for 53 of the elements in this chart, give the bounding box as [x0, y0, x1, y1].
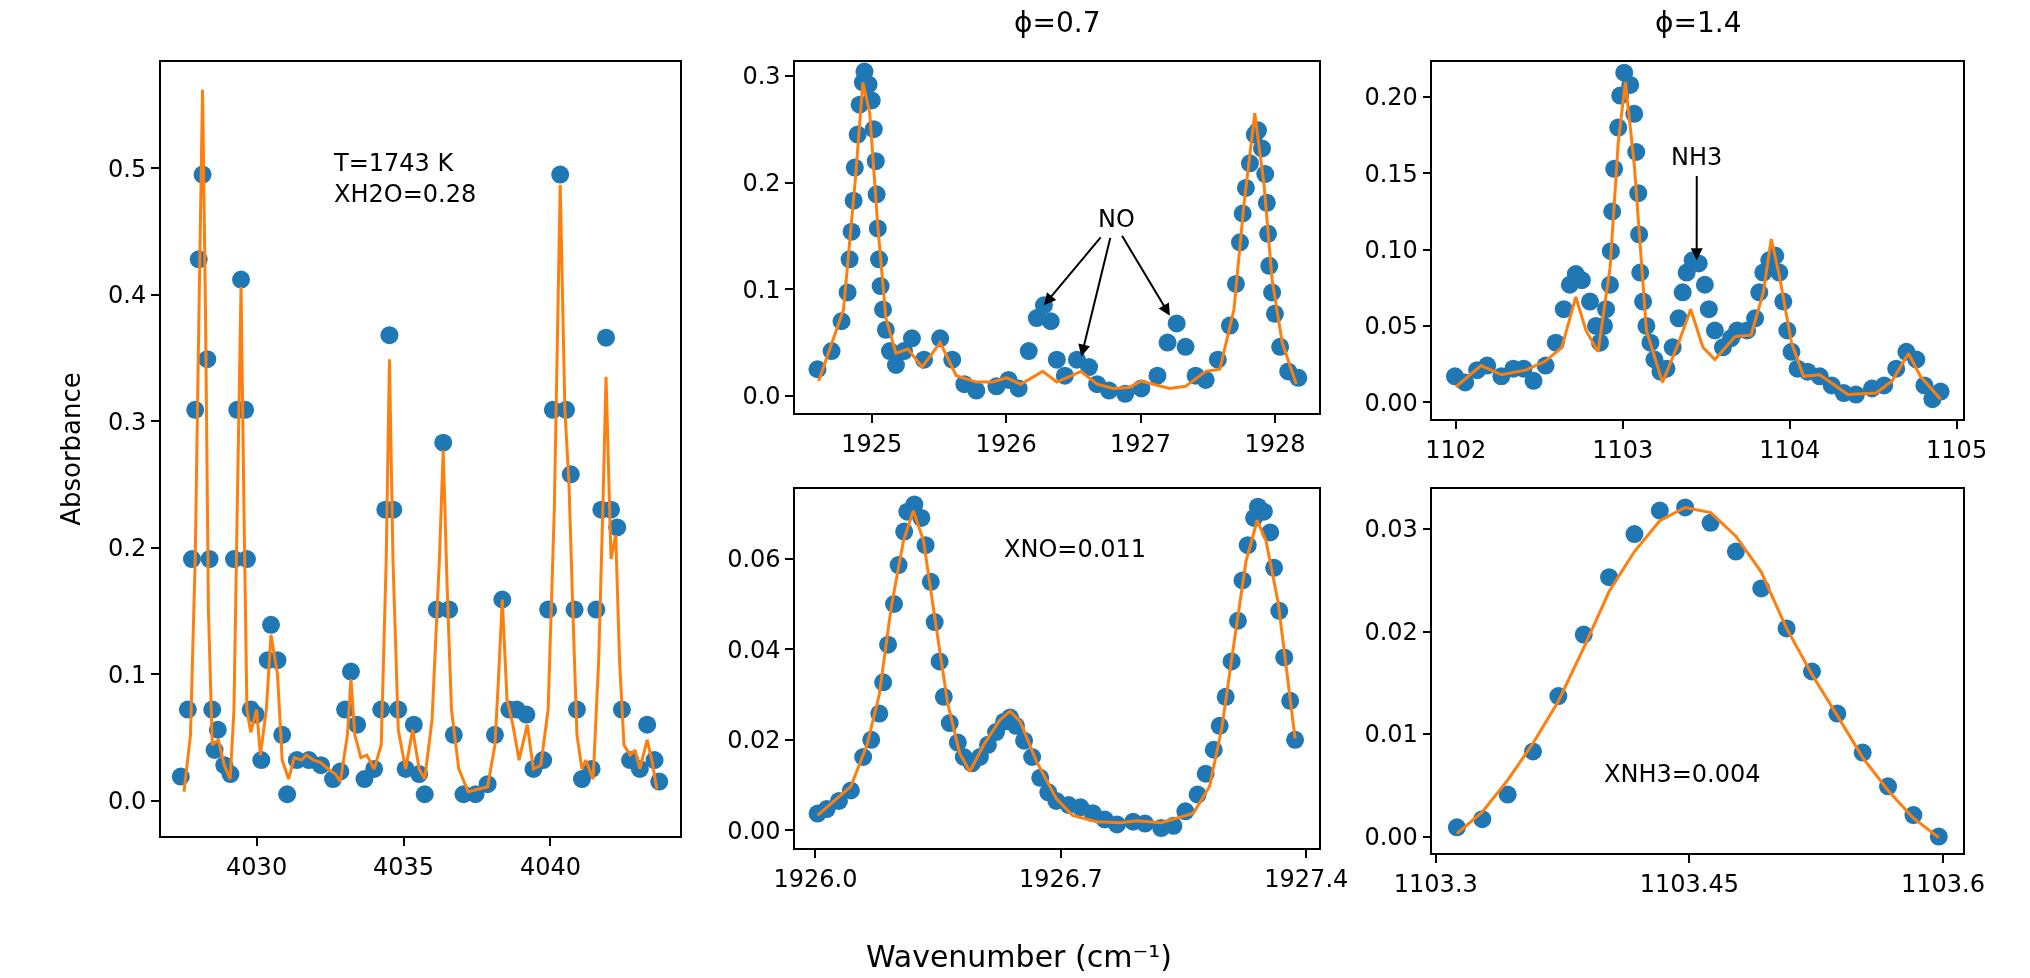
chart-title: ϕ=1.4 [1655, 6, 1742, 39]
y-tick-label: 0.3 [108, 407, 147, 436]
y-tick-label: 0.02 [727, 726, 781, 755]
y-tick-label: 0.01 [1364, 720, 1418, 749]
annotation: XNO=0.011 [1004, 535, 1147, 563]
point [1625, 525, 1644, 544]
x-tick-label: 1103 [1592, 435, 1654, 464]
annotation: NO [1098, 205, 1135, 233]
x-tick-label: 1927 [1110, 429, 1172, 458]
y-tick-label: 0.2 [742, 168, 781, 197]
y-tick-label: 0.3 [742, 62, 781, 91]
y-tick-label: 0.00 [727, 816, 781, 845]
chart-title: ϕ=0.7 [1014, 6, 1101, 39]
x-tick-label: 4030 [226, 852, 288, 881]
y-tick-label: 0.05 [1364, 312, 1418, 341]
x-axis-title: Wavenumber (cm⁻¹) [866, 939, 1172, 974]
x-tick-label: 1926 [975, 429, 1037, 458]
x-tick-label: 1926.7 [1018, 864, 1103, 893]
y-tick-label: 0.02 [1364, 617, 1418, 646]
x-tick-label: 1103.6 [1901, 869, 1985, 898]
x-tick-label: 1103.3 [1393, 869, 1478, 898]
y-tick-label: 0.00 [1364, 388, 1418, 417]
y-tick-label: 0.04 [727, 635, 781, 664]
x-tick-label: 1925 [841, 429, 903, 458]
annotation: XNH3=0.004 [1604, 760, 1761, 788]
x-tick-label: 1103.45 [1639, 869, 1740, 898]
y-tick-label: 0.15 [1364, 159, 1418, 188]
x-tick-label: 1104 [1759, 435, 1821, 464]
y-tick-label: 0.0 [108, 786, 147, 815]
y-tick-label: 0.10 [1364, 236, 1418, 265]
y-tick-label: 0.20 [1364, 83, 1418, 112]
y-tick-label: 0.0 [742, 382, 781, 411]
annotation: NH3 [1671, 143, 1723, 171]
y-tick-label: 0.06 [727, 545, 781, 574]
y-tick-label: 0.5 [108, 154, 147, 183]
point [1498, 785, 1517, 804]
annotation: T=1743 K XH2O=0.28 [333, 149, 477, 209]
x-tick-label: 1105 [1926, 435, 1988, 464]
x-tick-label: 1927.4 [1264, 864, 1349, 893]
x-tick-label: 1926.0 [773, 864, 858, 893]
x-tick-label: 4040 [519, 852, 582, 881]
y-axis-title: Absorbance [55, 372, 86, 526]
y-tick-label: 0.4 [108, 281, 147, 310]
point [1650, 501, 1669, 520]
y-tick-label: 0.2 [108, 534, 147, 563]
x-tick-label: 1102 [1425, 435, 1487, 464]
y-tick-label: 0.00 [1364, 822, 1418, 851]
x-tick-label: 1928 [1244, 429, 1306, 458]
y-tick-label: 0.1 [742, 275, 781, 304]
y-tick-label: 0.1 [108, 660, 147, 689]
x-tick-label: 4035 [373, 852, 435, 881]
y-tick-label: 0.03 [1364, 515, 1418, 544]
point [1726, 542, 1745, 561]
